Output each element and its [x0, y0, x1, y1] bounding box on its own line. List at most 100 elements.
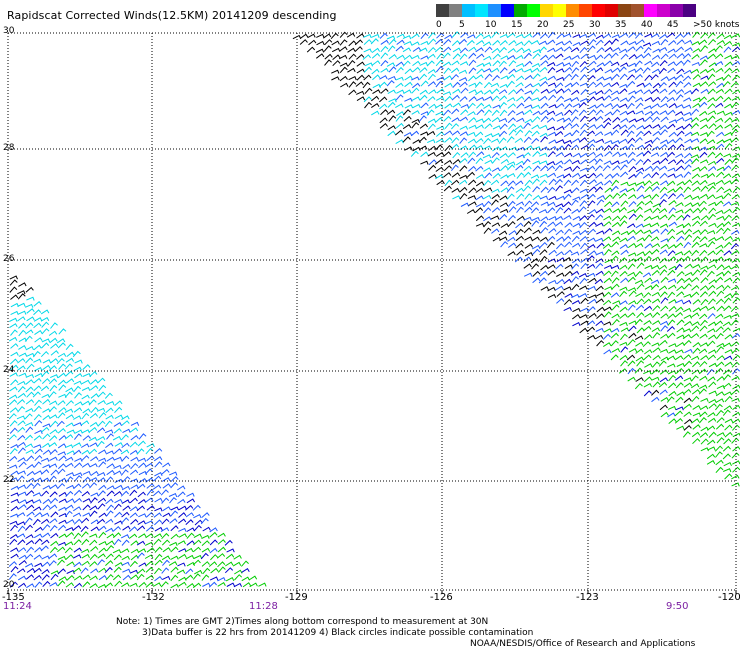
wind-barb — [34, 462, 41, 467]
wind-barb — [660, 174, 667, 179]
wind-barb — [557, 292, 565, 297]
wind-barb — [348, 61, 355, 66]
wind-barb — [571, 180, 578, 185]
wind-barb — [724, 166, 731, 171]
wind-barb — [572, 161, 580, 164]
wind-barb — [27, 547, 34, 552]
wind-barb — [75, 402, 83, 406]
wind-barb — [483, 146, 491, 149]
wind-barb — [571, 295, 579, 298]
wind-barb — [715, 446, 722, 451]
wind-barb — [652, 216, 660, 219]
wind-barb — [644, 83, 652, 87]
wind-barb — [187, 499, 195, 503]
wind-barb — [563, 237, 570, 242]
wind-barb — [412, 42, 420, 45]
wind-barb — [668, 229, 675, 234]
wind-barb — [692, 174, 700, 178]
wind-barb — [612, 39, 619, 44]
wind-barb — [194, 571, 202, 574]
wind-barb — [620, 287, 628, 290]
wind-barb — [26, 387, 33, 392]
wind-barb — [413, 105, 421, 108]
wind-barb — [531, 208, 538, 213]
wind-barb — [531, 202, 538, 207]
wind-barb — [580, 315, 588, 318]
wind-barb — [395, 131, 403, 136]
wind-barb — [131, 464, 138, 469]
wind-barb — [731, 475, 739, 479]
wind-barb — [19, 353, 27, 356]
wind-barb — [717, 438, 724, 443]
wind-barb — [716, 272, 724, 276]
wind-barb — [154, 520, 161, 525]
wind-barb — [669, 104, 677, 108]
wind-barb — [98, 378, 106, 383]
wind-barb — [203, 527, 211, 531]
wind-barb — [707, 131, 714, 136]
wind-barb — [661, 40, 668, 45]
wind-barb — [643, 224, 651, 227]
wind-barb — [333, 61, 340, 66]
wind-barb — [515, 126, 523, 130]
wind-barb — [51, 470, 58, 475]
wind-barb — [202, 548, 210, 552]
wind-barb — [579, 138, 587, 142]
wind-barb — [588, 238, 596, 242]
wind-barb — [675, 313, 683, 318]
wind-barb — [42, 570, 50, 574]
wind-barb — [723, 174, 731, 178]
wind-barb — [629, 55, 637, 59]
wind-barb — [193, 574, 200, 579]
wind-barb — [588, 34, 596, 38]
wind-barb — [226, 554, 234, 558]
wind-barb — [684, 70, 692, 74]
wind-barb — [629, 183, 637, 186]
wind-barb — [516, 64, 524, 67]
wind-barb — [668, 236, 675, 241]
wind-barb — [99, 513, 107, 517]
wind-barb — [715, 452, 722, 458]
wind-barb — [10, 535, 18, 539]
wind-barb — [516, 112, 524, 115]
wind-barb — [114, 471, 122, 475]
wind-barb — [194, 540, 202, 545]
wind-barb — [516, 42, 524, 46]
wind-barb — [556, 54, 564, 58]
wind-barb — [604, 350, 612, 354]
wind-barb — [516, 130, 523, 135]
wind-barb — [508, 243, 516, 247]
wind-barb — [661, 326, 668, 331]
wind-barb — [114, 423, 122, 427]
wind-barb — [611, 271, 618, 276]
wind-barb — [629, 334, 637, 339]
wind-barb — [715, 62, 723, 65]
wind-barb — [683, 355, 691, 360]
wind-barb — [620, 238, 628, 242]
wind-barb — [725, 160, 732, 165]
wind-barb — [732, 103, 739, 108]
wind-barb — [676, 194, 683, 199]
wind-barb — [27, 465, 35, 469]
wind-barb — [469, 97, 477, 102]
wind-barb — [636, 46, 643, 51]
wind-barb — [708, 350, 716, 353]
wind-barb — [572, 315, 580, 319]
wind-barb — [572, 264, 579, 269]
wind-barb — [483, 168, 491, 172]
wind-barb — [676, 210, 684, 213]
wind-barb — [154, 476, 161, 481]
wind-barb — [652, 104, 660, 108]
wind-barb — [669, 344, 677, 347]
lon-label-120: -120 — [718, 592, 740, 603]
wind-barb — [539, 210, 547, 213]
wind-barb — [66, 379, 74, 383]
wind-barb — [684, 165, 691, 170]
wind-barb — [99, 386, 106, 391]
wind-barb — [187, 528, 195, 531]
wind-barb — [684, 251, 692, 255]
wind-barb — [331, 70, 339, 73]
wind-barb — [571, 75, 578, 80]
wind-barb — [644, 307, 652, 311]
wind-barb — [114, 429, 122, 434]
